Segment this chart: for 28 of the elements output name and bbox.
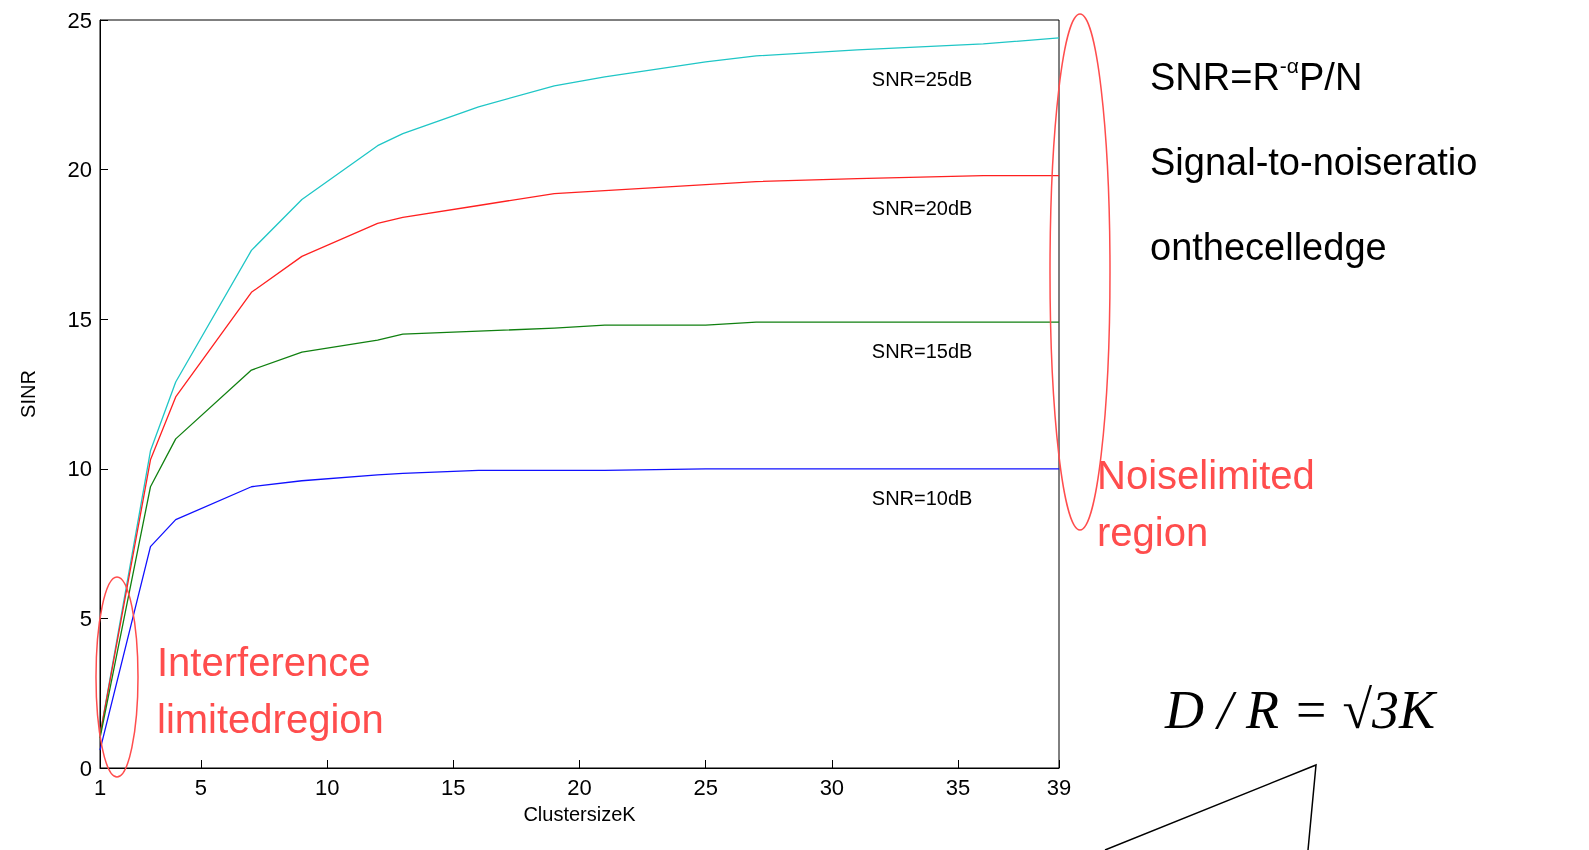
- y-tick-label: 15: [67, 306, 92, 332]
- y-tick-label: 0: [79, 755, 92, 781]
- text: onthecelledge: [1150, 226, 1387, 268]
- series-label: SNR=10dB: [871, 486, 973, 509]
- x-tick-label: 20: [567, 774, 592, 800]
- text: Noiselimited region: [1097, 452, 1315, 554]
- text: D / R = √3K: [1164, 680, 1439, 740]
- x-tick-label: 30: [819, 774, 845, 800]
- line-series: [99, 321, 1060, 739]
- x-tick-label: 1: [93, 774, 107, 800]
- series-label: SNR=25dB: [871, 67, 973, 90]
- series-label: SNR=15dB: [871, 340, 973, 363]
- x-tick-label: 10: [314, 774, 340, 800]
- y-tick-label: 5: [79, 605, 92, 631]
- y-tick-label: 10: [67, 456, 92, 482]
- x-tick-label: 39: [1046, 774, 1072, 800]
- series-label: SNR=20dB: [871, 196, 973, 219]
- y-tick-label: 20: [67, 157, 92, 183]
- y-tick-label: 25: [67, 7, 92, 33]
- x-tick-label: 35: [945, 774, 971, 800]
- y-axis-title: SINR: [17, 370, 39, 418]
- line-series: [99, 468, 1060, 751]
- x-tick-label: 5: [194, 774, 208, 800]
- annotation: Interference limitedregion: [157, 639, 384, 741]
- x-tick-label: 15: [441, 774, 466, 800]
- x-axis-title: ClustersizeK: [523, 803, 637, 825]
- text: Signal-to-noiseratio: [1150, 141, 1478, 183]
- x-tick-label: 25: [693, 774, 718, 800]
